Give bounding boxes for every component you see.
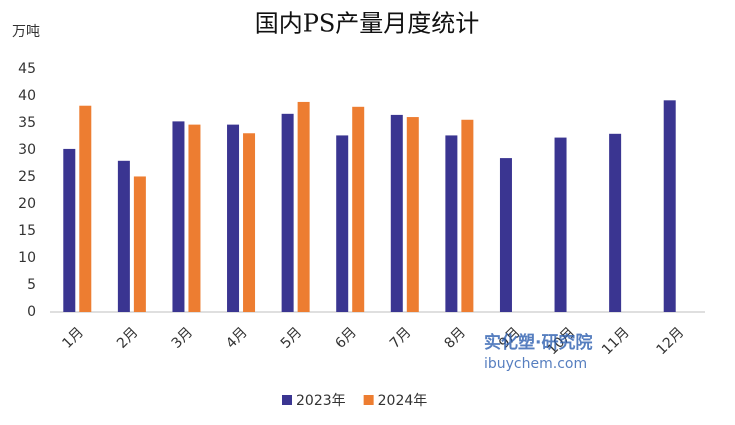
x-tick-label: 3月 xyxy=(169,324,197,352)
x-tick-label: 7月 xyxy=(387,324,415,352)
bar xyxy=(243,133,256,312)
bar xyxy=(406,117,419,312)
watermark-site: ibuychem.com xyxy=(484,356,587,372)
y-axis-label: 万吨 xyxy=(12,24,40,40)
bar xyxy=(352,106,365,312)
x-tick-label: 1月 xyxy=(59,324,87,352)
y-tick-label: 30 xyxy=(18,142,36,158)
bar xyxy=(499,158,512,312)
y-tick-label: 10 xyxy=(18,250,36,266)
y-tick-label: 0 xyxy=(27,304,36,320)
bar xyxy=(445,135,458,312)
x-tick-label: 6月 xyxy=(332,324,360,352)
y-tick-label: 25 xyxy=(18,169,36,185)
bar xyxy=(188,124,201,313)
x-tick-label: 5月 xyxy=(278,324,306,352)
bar xyxy=(63,148,76,312)
watermark-brand: 实化塑·研究院 xyxy=(484,332,592,353)
bar xyxy=(133,176,146,312)
bar xyxy=(554,137,567,312)
y-tick-label: 45 xyxy=(18,61,36,77)
legend-swatch xyxy=(282,395,292,405)
legend-label: 2024年 xyxy=(378,393,428,409)
bar xyxy=(663,100,676,312)
chart-title: 国内PS产量月度统计 xyxy=(255,10,480,38)
x-tick-label: 8月 xyxy=(442,324,470,352)
y-tick-label: 5 xyxy=(27,277,36,293)
bar xyxy=(281,113,294,312)
y-tick-label: 35 xyxy=(18,115,36,131)
bar xyxy=(172,121,185,312)
bar xyxy=(461,119,474,312)
legend-swatch xyxy=(363,395,374,405)
y-tick-label: 20 xyxy=(18,196,36,212)
x-tick-label: 12月 xyxy=(654,324,688,358)
y-tick-label: 40 xyxy=(18,88,36,104)
x-tick-label: 2月 xyxy=(114,324,142,352)
bar xyxy=(227,124,240,313)
x-tick-label: 11月 xyxy=(599,324,633,358)
bar xyxy=(390,114,403,313)
x-tick-label: 4月 xyxy=(223,324,251,352)
bar xyxy=(609,133,622,312)
bar xyxy=(336,135,349,312)
bar xyxy=(79,105,92,312)
bar xyxy=(117,160,130,312)
bar xyxy=(297,101,310,312)
y-tick-label: 15 xyxy=(18,223,36,239)
legend-label: 2023年 xyxy=(296,393,346,409)
